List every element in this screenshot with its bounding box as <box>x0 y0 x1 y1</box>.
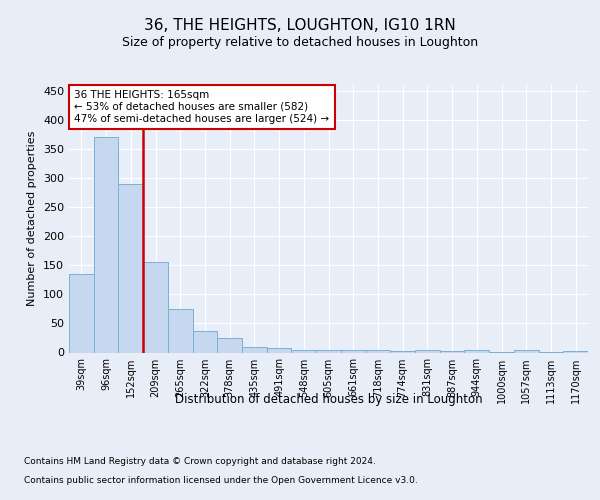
Bar <box>390 351 415 352</box>
Bar <box>94 138 118 352</box>
Bar <box>292 350 316 352</box>
Bar <box>415 350 440 352</box>
Text: 36 THE HEIGHTS: 165sqm
← 53% of detached houses are smaller (582)
47% of semi-de: 36 THE HEIGHTS: 165sqm ← 53% of detached… <box>74 90 329 124</box>
Bar <box>217 338 242 352</box>
Bar <box>514 350 539 352</box>
Text: Contains HM Land Registry data © Crown copyright and database right 2024.: Contains HM Land Registry data © Crown c… <box>24 458 376 466</box>
Bar <box>563 351 588 352</box>
Bar <box>365 350 390 352</box>
Bar <box>143 262 168 352</box>
Text: Size of property relative to detached houses in Loughton: Size of property relative to detached ho… <box>122 36 478 49</box>
Bar <box>168 309 193 352</box>
Text: 36, THE HEIGHTS, LOUGHTON, IG10 1RN: 36, THE HEIGHTS, LOUGHTON, IG10 1RN <box>144 18 456 32</box>
Bar <box>69 274 94 352</box>
Text: Contains public sector information licensed under the Open Government Licence v3: Contains public sector information licen… <box>24 476 418 485</box>
Bar <box>193 331 217 352</box>
Bar <box>316 350 341 352</box>
Bar <box>341 350 365 352</box>
Text: Distribution of detached houses by size in Loughton: Distribution of detached houses by size … <box>175 392 482 406</box>
Bar <box>464 350 489 352</box>
Bar <box>242 346 267 352</box>
Y-axis label: Number of detached properties: Number of detached properties <box>28 131 37 306</box>
Bar <box>267 348 292 352</box>
Bar <box>118 184 143 352</box>
